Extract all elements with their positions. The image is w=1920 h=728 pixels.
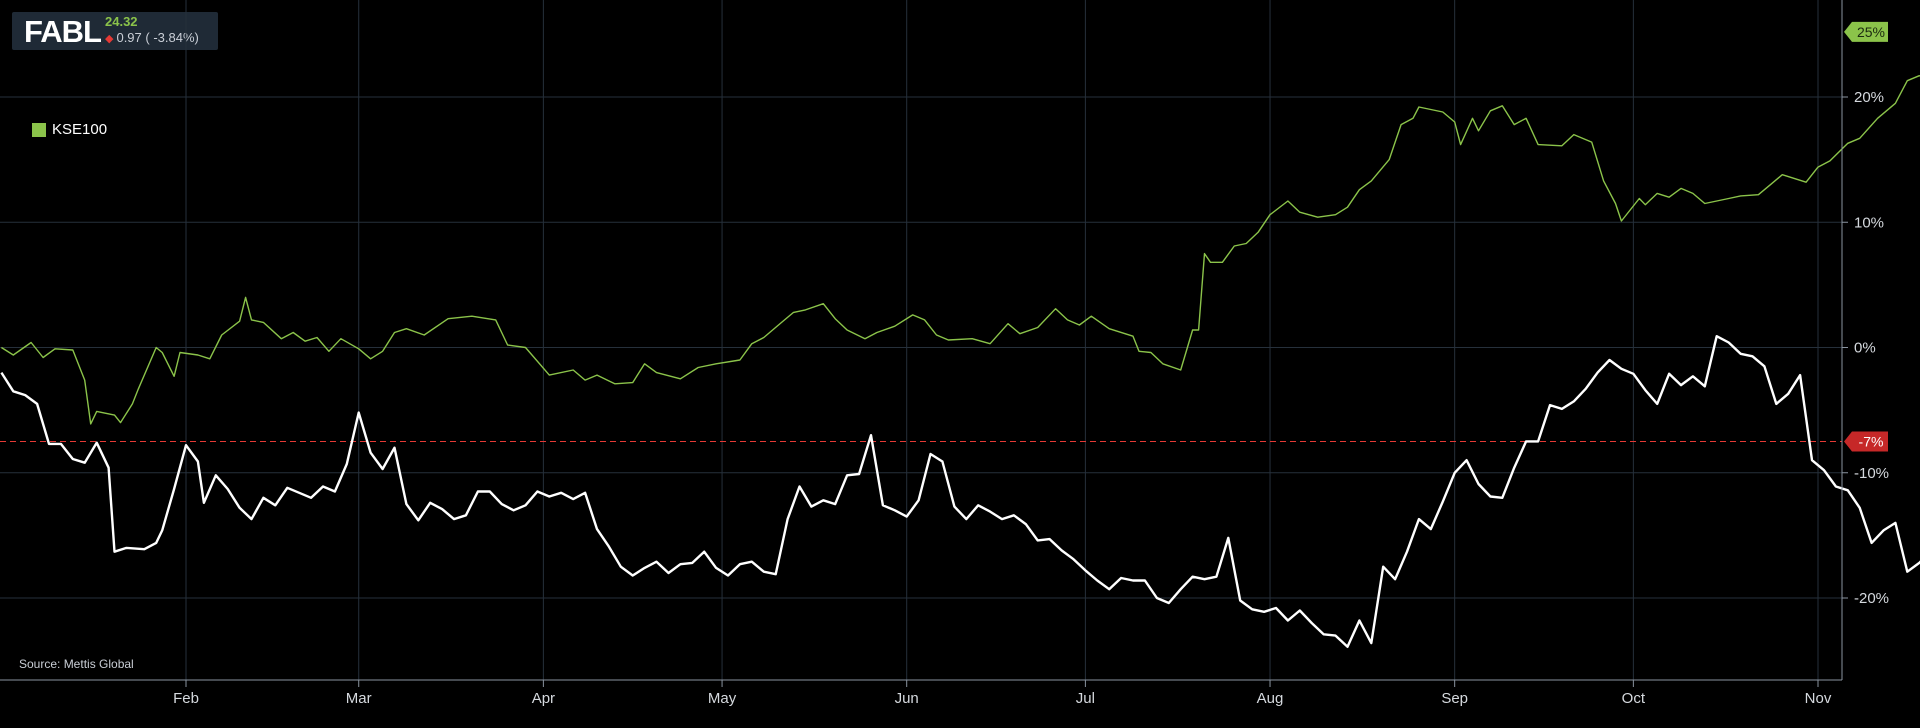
x-tick-label: Jul [1076,690,1095,707]
end-label-fabl: -7% [1844,431,1888,452]
y-tick-label: -10% [1854,465,1889,482]
y-tick-label: 10% [1854,214,1884,231]
x-tick-label: Jun [895,690,919,707]
end-labels: 25% -7% [1844,21,1888,452]
x-tick-label: Sep [1441,690,1468,707]
x-tick-label: Aug [1257,690,1284,707]
axes: 20% 10% 0% -10% -20% Feb Mar Apr May Jun Jul Aug Sep… [0,0,1889,707]
legend-swatch [32,122,46,137]
ticker-change-value: 0.97 ( -3.84%) [116,30,199,45]
ticker-symbol: FABL [24,14,102,49]
series-line-fabl[interactable] [0,335,1920,648]
x-tick-label: Feb [173,690,199,707]
grid [0,0,1842,680]
end-label-kse100: 25% [1844,21,1888,42]
down-arrow-icon: ◆ [105,33,114,45]
y-tick-label: 20% [1854,89,1884,106]
end-label-badge [1844,21,1888,42]
x-tick-label: Nov [1805,690,1832,707]
ticker-box: FABL 24.32 ◆ 0.97 ( -3.84%) [12,12,218,50]
series-line-kse100[interactable] [1,32,1920,425]
legend[interactable]: KSE100 [32,121,107,138]
x-tick-label: Apr [532,690,555,707]
ticker-price: 24.32 [105,14,138,29]
y-tick-label: -20% [1854,590,1889,607]
x-tick-label: Mar [346,690,372,707]
legend-label: KSE100 [52,121,108,138]
end-label-text: -7% [1859,433,1884,449]
y-tick-label: 0% [1854,340,1876,357]
series-group [0,32,1920,648]
x-tick-label: Oct [1622,690,1646,707]
source-note: Source: Mettis Global [19,657,134,671]
end-label-text: 25% [1857,24,1885,40]
x-tick-label: May [708,690,737,707]
end-label-badge [1844,431,1888,452]
ticker-change: ◆ 0.97 ( -3.84%) [105,30,199,45]
